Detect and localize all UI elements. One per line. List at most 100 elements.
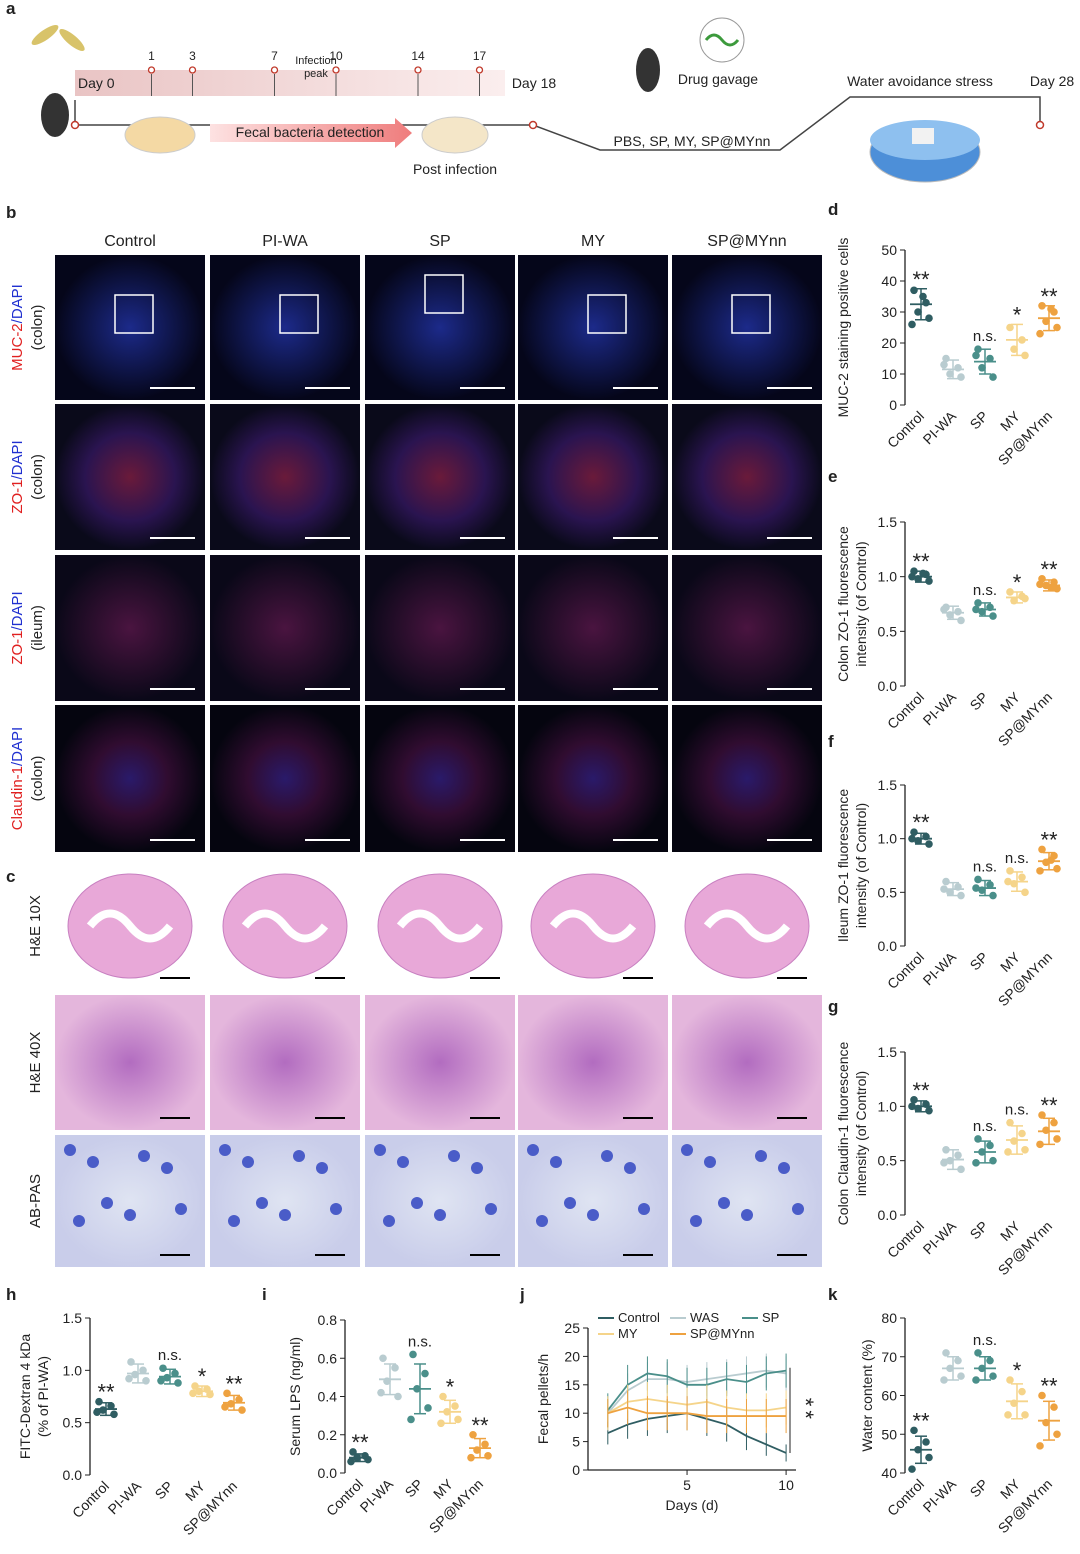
micrograph	[518, 705, 668, 852]
data-point	[221, 1403, 229, 1411]
significance: **	[912, 549, 930, 574]
row-label: Claudin-1/DAPI	[9, 727, 26, 830]
goblet-cell	[228, 1215, 240, 1227]
data-point	[974, 875, 982, 884]
x-tick-label: MY	[182, 1477, 209, 1504]
goblet-cell	[138, 1150, 150, 1162]
y-tick-label: 40	[881, 273, 897, 289]
timeline-label: Day 28	[1030, 73, 1075, 89]
data-point	[1021, 1146, 1029, 1154]
panel-label: k	[828, 1285, 838, 1304]
text-layer: a Day 0 Infection peak Fecal bacteria de…	[6, 0, 1074, 886]
data-point	[1053, 323, 1061, 332]
data-point	[908, 320, 916, 329]
annotation: Infection	[295, 55, 337, 67]
zoom-box	[279, 294, 319, 334]
row-label: H&E 10X	[27, 895, 44, 957]
micrograph	[210, 705, 360, 852]
significance: **	[1040, 557, 1058, 582]
data-point	[910, 1426, 918, 1435]
data-point	[1042, 317, 1050, 326]
data-point	[940, 1376, 948, 1384]
x-tick-label: SP	[967, 949, 992, 974]
micrograph	[210, 404, 360, 550]
x-tick-label: SP	[967, 408, 992, 433]
x-tick-label: SP	[152, 1478, 177, 1503]
panel-label: e	[828, 467, 837, 486]
day-label: 1	[148, 49, 155, 63]
significance: n.s.	[973, 858, 997, 875]
counterstain: /DAPI	[9, 284, 26, 323]
data-point	[93, 1408, 101, 1416]
data-point	[171, 1369, 179, 1378]
goblet-cell	[411, 1197, 423, 1209]
timeline-label: Drug gavage	[678, 71, 758, 87]
y-tick-label: 60	[881, 1388, 897, 1404]
data-point	[942, 1146, 950, 1154]
column-header: PI-WA	[262, 233, 308, 250]
timeline-label: Day 18	[512, 75, 557, 91]
data-point	[972, 1376, 980, 1384]
data-point	[954, 1356, 962, 1365]
y-tick-label: 0	[889, 397, 897, 413]
series-line	[607, 1369, 787, 1414]
data-point	[989, 373, 997, 381]
data-point	[110, 1410, 118, 1419]
y-tick-label: 50	[881, 1426, 897, 1442]
x-tick-label: MY	[997, 1217, 1024, 1244]
micrograph	[365, 705, 515, 852]
histology	[672, 1135, 822, 1267]
histology	[549, 909, 637, 943]
data-point	[946, 370, 954, 378]
y-axis-label: Serum LPS (ng/ml)	[287, 1337, 303, 1456]
data-point	[377, 1388, 385, 1397]
y-tick-label: 0.0	[878, 1207, 898, 1223]
data-point	[914, 308, 922, 316]
y-tick-label: 50	[881, 242, 897, 258]
data-point	[925, 1453, 933, 1462]
data-point	[391, 1364, 399, 1372]
micrograph	[210, 555, 360, 701]
data-point	[940, 1159, 948, 1167]
timeline-label: Water avoidance stress	[847, 73, 993, 89]
y-axis-label: FITC-Dextran 4 kDa	[17, 1334, 33, 1459]
data-point	[157, 1377, 165, 1385]
arrow-label: Fecal bacteria detection	[236, 124, 385, 140]
goblet-cell	[755, 1150, 767, 1162]
data-point	[454, 1415, 462, 1424]
y-tick-label: 10	[881, 366, 897, 382]
histology	[55, 1135, 205, 1267]
x-tick-label: SP	[967, 1218, 992, 1243]
y-tick-label: 1.5	[878, 1044, 898, 1060]
y-tick-label: 70	[881, 1349, 897, 1365]
significance: **	[471, 1413, 489, 1438]
data-point	[1038, 845, 1046, 854]
x-tick-label: PI-WA	[105, 1477, 145, 1517]
micrograph	[365, 404, 515, 550]
petri-dish	[421, 116, 489, 154]
row-label: ZO-1/DAPI	[9, 440, 26, 513]
data-point	[125, 1374, 133, 1383]
data-point	[954, 1151, 962, 1160]
x-tick-label: Control	[884, 1476, 927, 1519]
data-point	[481, 1440, 489, 1449]
micrograph	[518, 255, 668, 400]
stain: Claudin-1	[9, 766, 26, 830]
significance: **	[912, 1078, 930, 1103]
row-label: (colon)	[29, 305, 46, 351]
marker	[70, 120, 80, 130]
y-tick-label: 80	[881, 1310, 897, 1326]
y-axis-label: intensity (of Control)	[853, 1071, 869, 1196]
stain: ZO-1	[9, 631, 26, 665]
y-tick-label: 1.0	[878, 569, 898, 585]
goblet-cell	[564, 1197, 576, 1209]
x-tick-label: SP	[402, 1476, 427, 1501]
series-line	[607, 1412, 787, 1454]
x-tick-label: PI-WA	[920, 407, 960, 447]
x-tick-label: 5	[683, 1477, 691, 1493]
micrograph	[365, 255, 515, 400]
data-point	[235, 1395, 243, 1404]
data-point	[986, 881, 994, 889]
row-label: ZO-1/DAPI	[9, 591, 26, 664]
significance: **	[912, 1408, 930, 1433]
